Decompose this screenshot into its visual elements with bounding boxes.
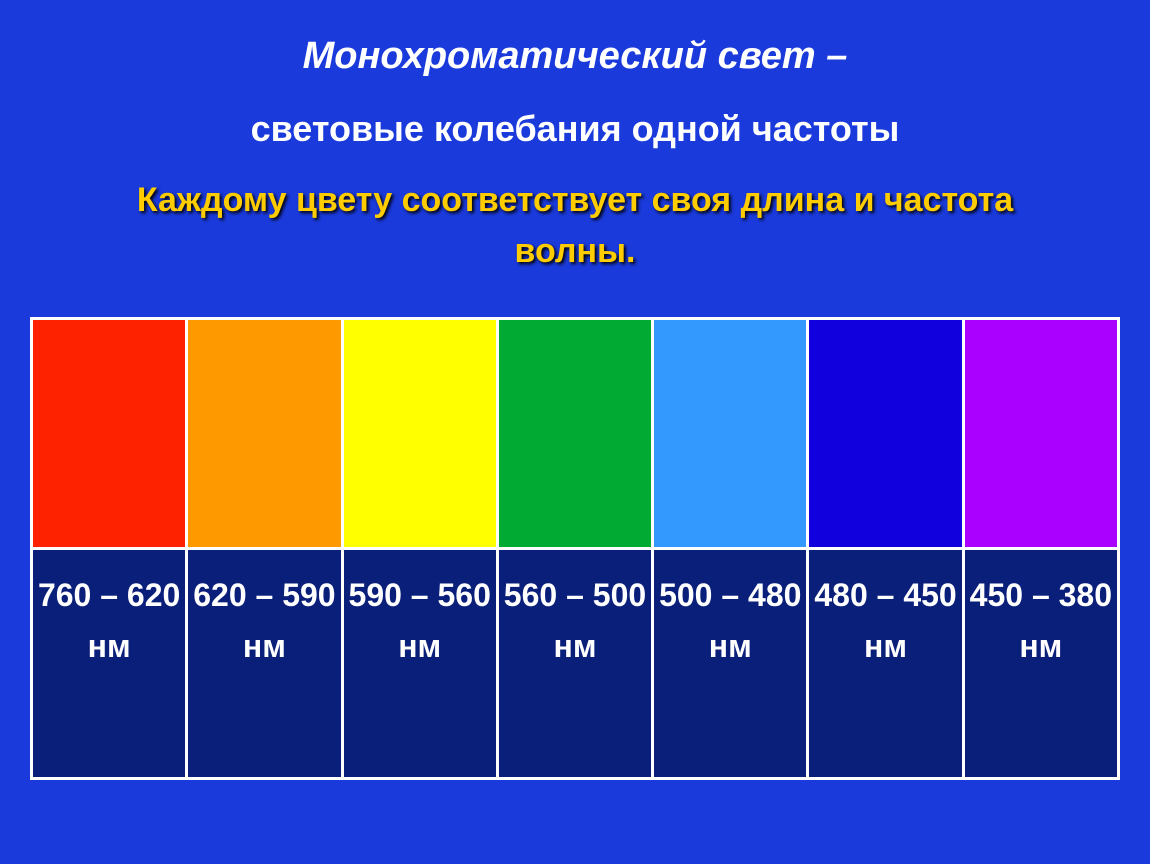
wavelength-range: 590 – 560 [349, 577, 491, 613]
slide-title: Монохроматический свет – [0, 0, 1150, 78]
color-cell [342, 319, 497, 549]
description-line-1: Каждому цвету соответствует своя длина и… [137, 181, 1013, 219]
color-cell [187, 319, 342, 549]
wavelength-unit: нм [1019, 628, 1062, 664]
description-line-2: волны. [515, 232, 636, 270]
color-cell [653, 319, 808, 549]
wavelength-unit: нм [88, 628, 131, 664]
wavelength-range: 450 – 380 [970, 577, 1112, 613]
spectrum-table: 760 – 620 нм 620 – 590 нм 590 – 560 нм 5… [30, 317, 1120, 780]
wavelength-range: 560 – 500 [504, 577, 646, 613]
wavelength-unit: нм [864, 628, 907, 664]
slide-description: Каждому цвету соответствует своя длина и… [0, 150, 1150, 277]
slide-subtitle: световые колебания одной частоты [0, 78, 1150, 150]
wavelength-cell: 560 – 500 нм [497, 549, 652, 779]
wavelength-cell: 620 – 590 нм [187, 549, 342, 779]
wavelength-cell: 500 – 480 нм [653, 549, 808, 779]
wavelength-range: 480 – 450 [814, 577, 956, 613]
color-row [32, 319, 1119, 549]
wavelength-unit: нм [398, 628, 441, 664]
color-cell [497, 319, 652, 549]
wavelength-range: 500 – 480 [659, 577, 801, 613]
wavelength-cell: 590 – 560 нм [342, 549, 497, 779]
wavelength-cell: 760 – 620 нм [32, 549, 187, 779]
color-cell [32, 319, 187, 549]
color-cell [963, 319, 1118, 549]
wavelength-unit: нм [709, 628, 752, 664]
spectrum-table-container: 760 – 620 нм 620 – 590 нм 590 – 560 нм 5… [30, 317, 1120, 780]
wavelength-cell: 480 – 450 нм [808, 549, 963, 779]
label-row: 760 – 620 нм 620 – 590 нм 590 – 560 нм 5… [32, 549, 1119, 779]
color-cell [808, 319, 963, 549]
wavelength-range: 760 – 620 [38, 577, 180, 613]
wavelength-unit: нм [553, 628, 596, 664]
wavelength-unit: нм [243, 628, 286, 664]
wavelength-range: 620 – 590 [193, 577, 335, 613]
wavelength-cell: 450 – 380 нм [963, 549, 1118, 779]
